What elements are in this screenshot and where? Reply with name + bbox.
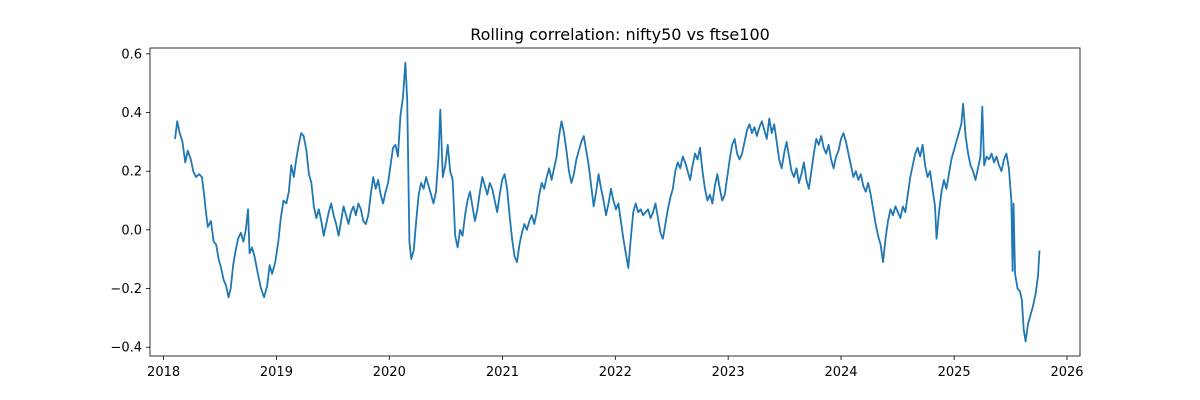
y-tick-label: −0.4 (110, 341, 142, 356)
x-tick-label: 2023 (712, 365, 745, 380)
x-tick-label: 2026 (1050, 365, 1083, 380)
plot-frame (149, 47, 1081, 357)
y-axis: −0.4 −0.2 0.0 0.2 0.4 0.6 (110, 47, 150, 356)
x-tick-label: 2018 (147, 365, 180, 380)
x-tick-label: 2019 (260, 365, 293, 380)
x-tick-label: 2021 (486, 365, 519, 380)
plot-area: 2018 2019 2020 2021 2022 2023 2024 2025 2026 −0.… (110, 47, 1083, 380)
y-tick-label: 0.6 (121, 47, 142, 62)
y-tick-label: −0.2 (110, 282, 142, 297)
x-tick-label: 2020 (373, 365, 406, 380)
x-tick-label: 2025 (938, 365, 971, 380)
x-axis: 2018 2019 2020 2021 2022 2023 2024 2025 2026 (147, 356, 1084, 380)
x-tick-label: 2024 (824, 365, 857, 380)
plot-background (150, 48, 1080, 356)
y-tick-label: 0.2 (121, 165, 142, 180)
y-tick-label: 0.4 (121, 106, 142, 121)
x-tick-label: 2022 (599, 365, 632, 380)
chart-title: Rolling correlation: nifty50 vs ftse100 (470, 25, 770, 44)
series-layer (174, 61, 1041, 343)
y-tick-label: 0.0 (121, 223, 142, 238)
correlation-line (174, 61, 1041, 343)
